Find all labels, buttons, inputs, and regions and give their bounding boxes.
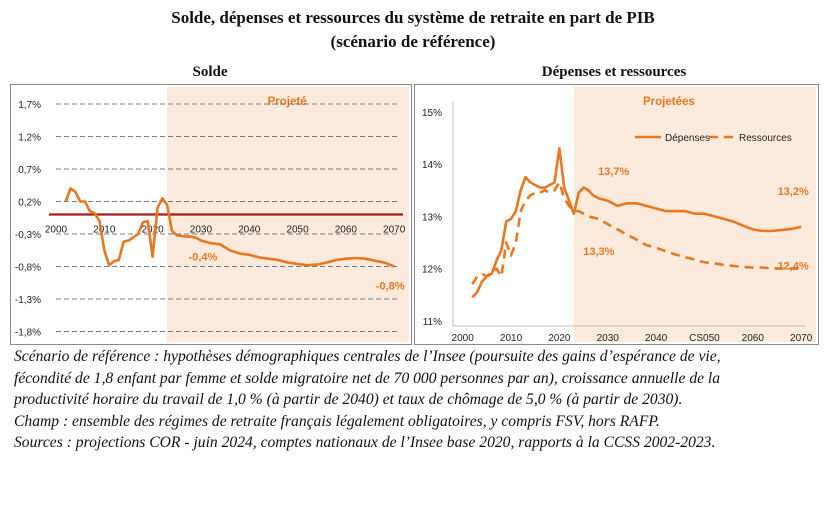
y-tick-label: 1,7% xyxy=(18,100,41,111)
y-tick-label: 0,7% xyxy=(18,165,41,176)
y-tick-label: -1,3% xyxy=(15,295,41,306)
x-tick-label: 2030 xyxy=(597,333,620,344)
x-tick-label: 2020 xyxy=(548,333,571,344)
y-tick-label: 1,2% xyxy=(18,133,41,144)
y-tick-label: -0,8% xyxy=(15,263,41,274)
x-tick-label: 2010 xyxy=(500,333,523,344)
x-tick-label: 2010 xyxy=(93,225,116,236)
y-tick-label: 11% xyxy=(423,317,442,328)
projection-label: Projeté xyxy=(268,96,307,108)
y-tick-label: 14% xyxy=(422,160,442,171)
note-champ: Champ : ensemble des régimes de retraite… xyxy=(14,412,660,430)
figure-title-line2: (scénario de référence) xyxy=(330,32,496,51)
solde-series-line xyxy=(64,187,395,268)
annotation-label: -0,4% xyxy=(189,252,218,264)
x-tick-label: 2000 xyxy=(45,225,68,236)
y-tick-label: 12% xyxy=(422,265,442,276)
figure-notes: Scénario de référence : hypothèses démog… xyxy=(14,346,819,454)
y-tick-label: 13% xyxy=(422,212,442,223)
x-tick-label: 2040 xyxy=(645,333,668,344)
x-tick-label: CS050 xyxy=(689,333,720,344)
note-scenario-line2: fécondité de 1,8 enfant par femme et sol… xyxy=(14,369,721,387)
x-tick-label: 2060 xyxy=(742,333,765,344)
legend-label: Ressources xyxy=(739,133,792,144)
solde-chart: Projeté 1,7% 1,2% 0,7% 0,2% -0,3% -0,8% -1,3% -1… xyxy=(15,87,409,342)
y-tick-label: 15% xyxy=(422,108,442,119)
x-tick-label: 2060 xyxy=(335,225,358,236)
depenses-chart-title: Dépenses et ressources xyxy=(541,64,687,80)
x-tick-label: 2050 xyxy=(286,225,309,236)
annotation-label: 13,2% xyxy=(778,186,809,198)
x-tick-label: 2040 xyxy=(238,225,261,236)
x-tick-label: 2070 xyxy=(383,225,406,236)
annotation-label: -0,8% xyxy=(376,281,405,293)
ressources-series-line xyxy=(471,181,802,285)
x-tick-label: 2020 xyxy=(141,225,164,236)
note-sources: Sources : projections COR - juin 2024, c… xyxy=(14,434,716,452)
y-tick-label: -0,3% xyxy=(15,230,41,241)
x-tick-label: 2030 xyxy=(190,225,213,236)
y-tick-label: -1,8% xyxy=(15,328,41,339)
depenses-ressources-chart: Projetées 11% 12% 13% 14% 15% 2000 2010 2020 2030… xyxy=(422,87,816,344)
depenses-ressources-chart-panel: Projetées 11% 12% 13% 14% 15% 2000 2010 2020 2030… xyxy=(414,84,819,345)
y-tick-label: 0,2% xyxy=(18,198,41,209)
annotation-label: 12,4% xyxy=(778,261,809,273)
annotation-label: 13,7% xyxy=(598,166,629,178)
projection-label: Projetées xyxy=(643,96,695,108)
note-scenario-line1: Scénario de référence : hypothèses démog… xyxy=(14,348,721,365)
figure-title-line1: Solde, dépenses et ressources du système… xyxy=(171,8,655,27)
x-tick-label: 2000 xyxy=(452,333,475,344)
legend-label: Dépenses xyxy=(665,133,710,144)
annotation-label: 13,3% xyxy=(583,246,614,258)
solde-chart-title: Solde xyxy=(192,64,228,80)
note-scenario-line3: productivité horaire du travail de 1,0 %… xyxy=(14,391,683,409)
x-tick-label: 2070 xyxy=(790,333,813,344)
depenses-series-line xyxy=(471,147,802,299)
solde-chart-panel: Projeté 1,7% 1,2% 0,7% 0,2% -0,3% -0,8% -1,3% -1… xyxy=(10,84,412,345)
